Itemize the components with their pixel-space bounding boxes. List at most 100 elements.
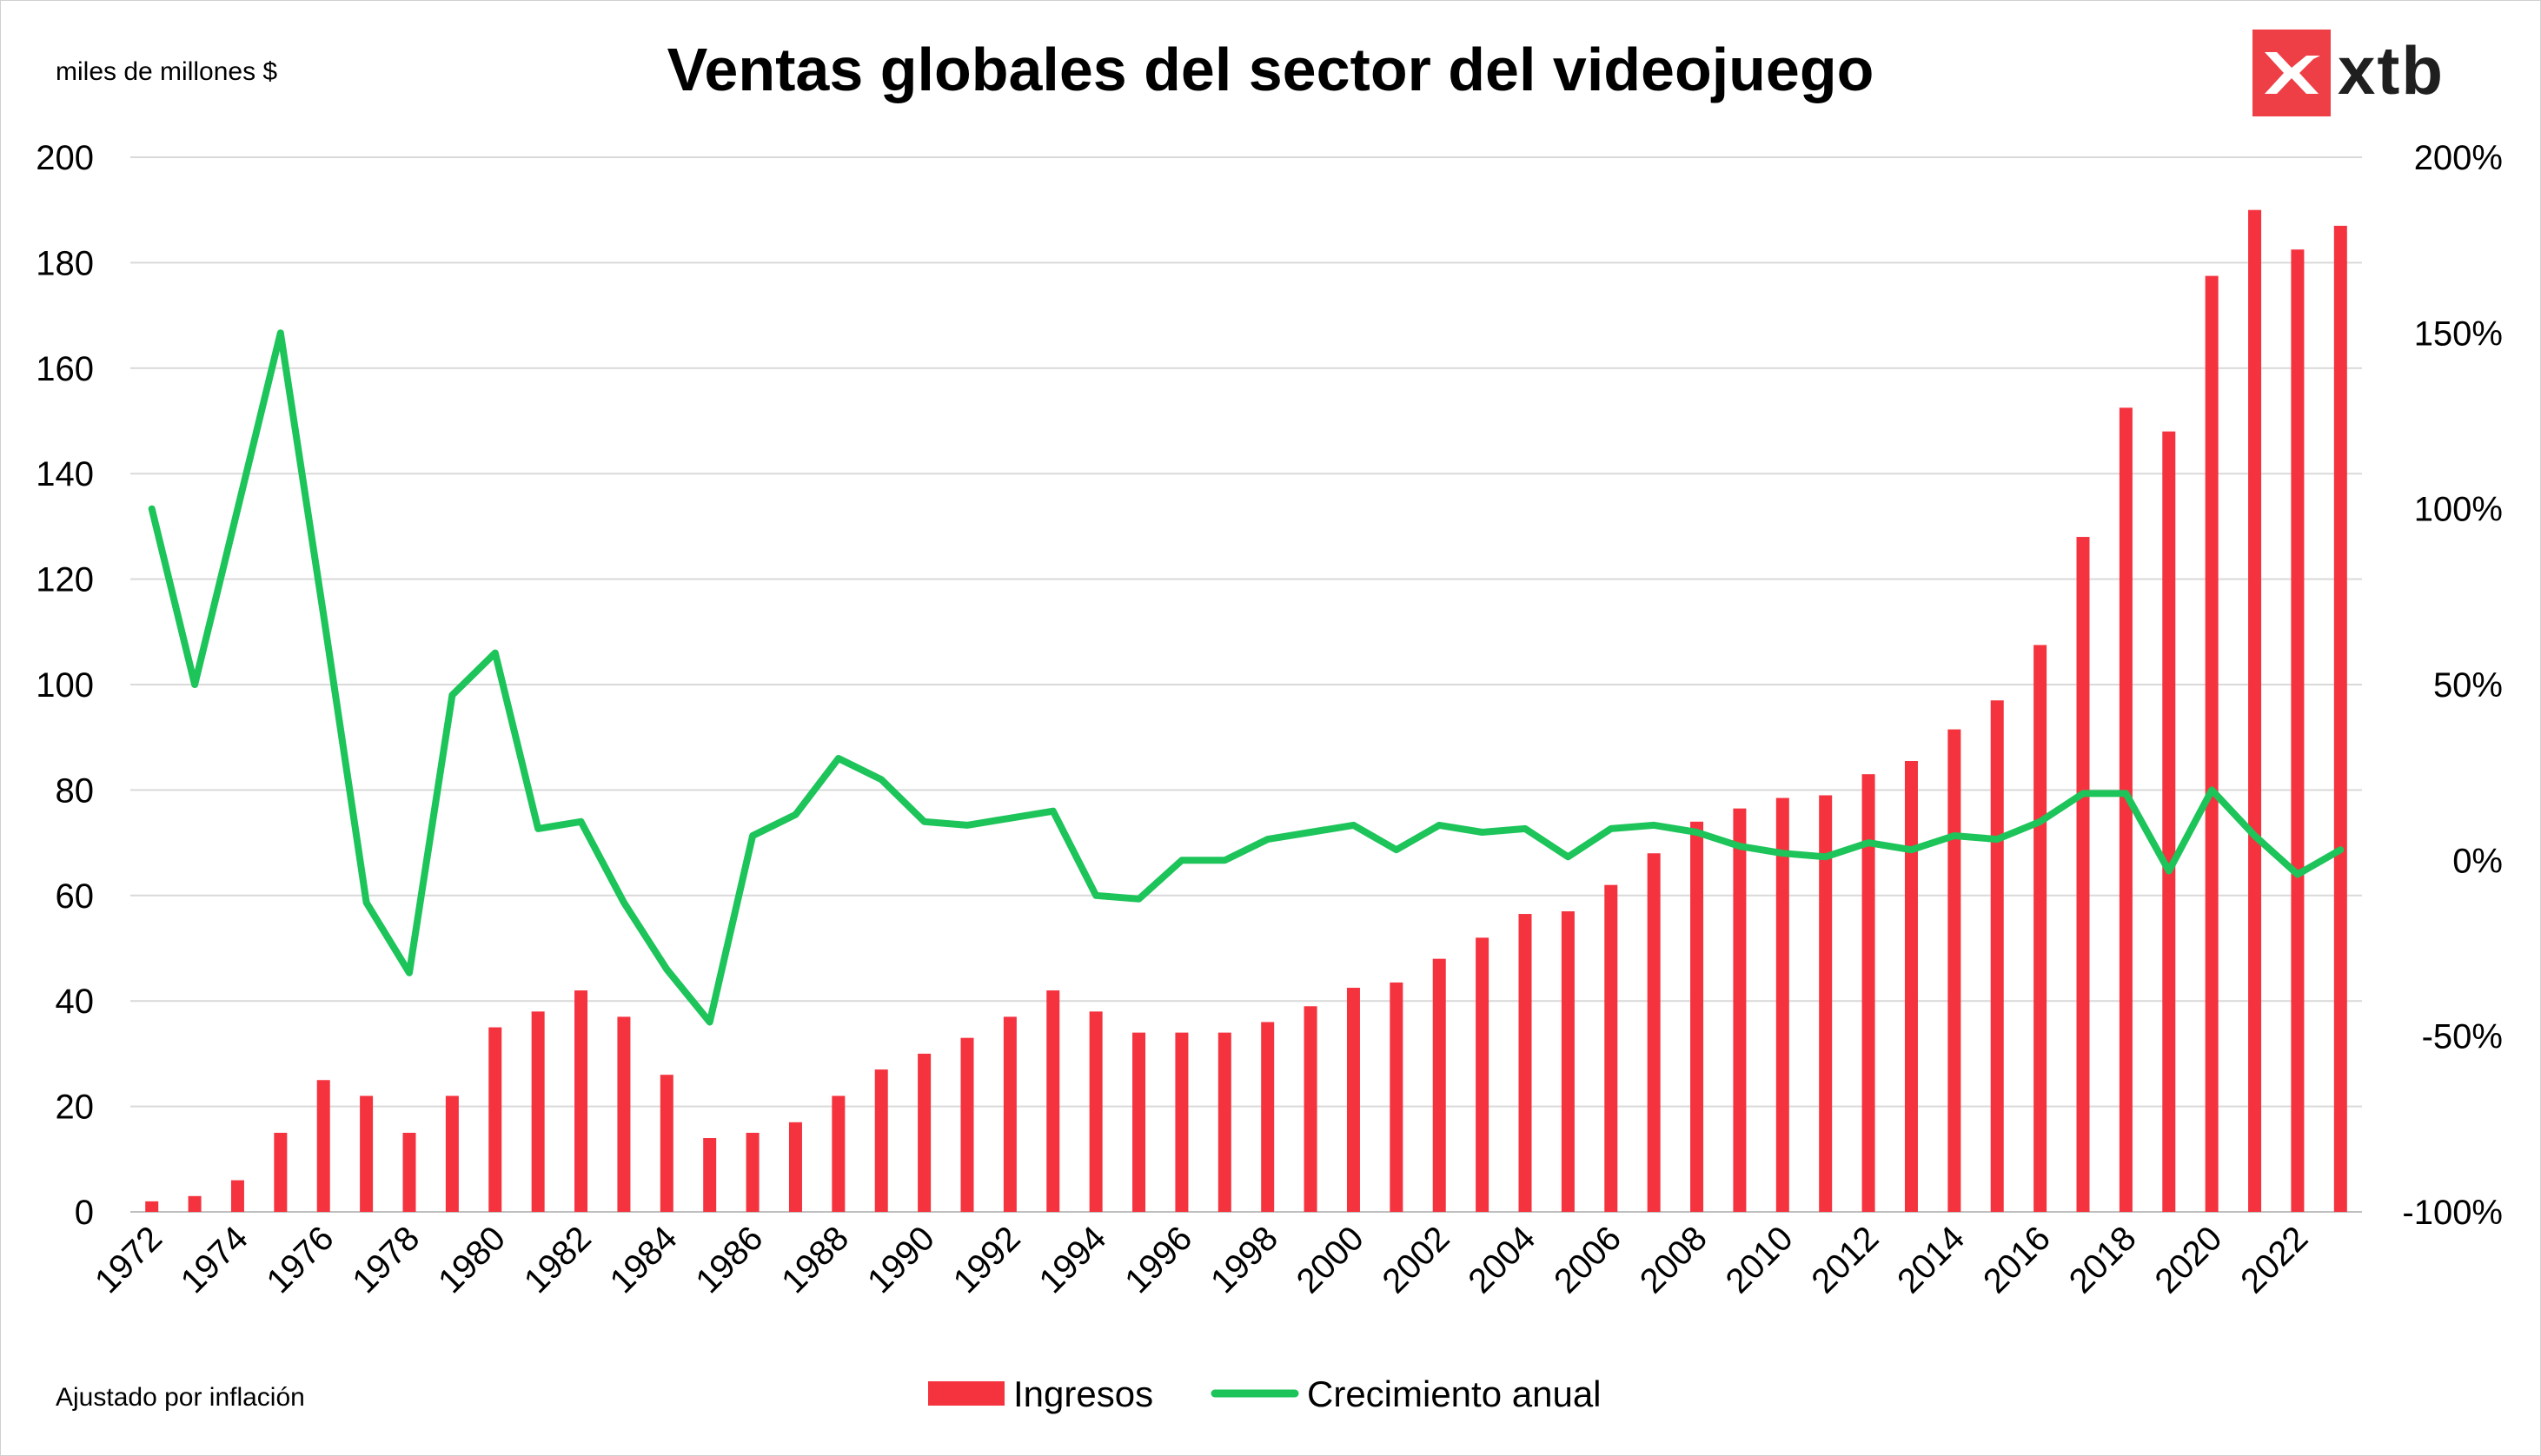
bar <box>1476 937 1489 1212</box>
bar <box>1390 982 1403 1212</box>
x-tick-label: 1990 <box>860 1219 942 1300</box>
left-y-tick-label: 200 <box>36 139 94 177</box>
line-point <box>1224 859 1225 861</box>
right-y-tick-label: -50% <box>2422 1018 2503 1056</box>
left-y-tick-label: 100 <box>36 666 94 705</box>
bar <box>360 1095 374 1212</box>
bar <box>1089 1011 1103 1212</box>
x-tick-label: 1996 <box>1118 1219 1199 1300</box>
x-tick-label: 1976 <box>260 1219 342 1300</box>
x-tick-label: 2016 <box>1976 1219 2058 1300</box>
bar <box>1819 795 1833 1212</box>
bar <box>1647 853 1661 1212</box>
line-point <box>151 508 153 510</box>
x-tick-label: 2022 <box>2233 1219 2315 1300</box>
bar <box>402 1132 416 1212</box>
bar <box>788 1122 802 1212</box>
bar <box>574 990 588 1212</box>
bar <box>531 1011 545 1212</box>
bar <box>1518 914 1532 1212</box>
line-series-crecimiento <box>148 329 2345 1026</box>
x-tick-label: 1978 <box>345 1219 427 1300</box>
bar <box>2291 249 2305 1213</box>
bar <box>1690 821 1704 1212</box>
bar-series-ingresos <box>145 209 2347 1213</box>
bar <box>2076 537 2090 1212</box>
line-point <box>537 828 539 830</box>
bar <box>2162 431 2176 1212</box>
line-point <box>1868 842 1869 844</box>
bar <box>1861 774 1875 1212</box>
x-tick-label: 2004 <box>1461 1219 1543 1300</box>
left-y-tick-label: 160 <box>36 350 94 388</box>
right-y-axis-ticks: -100% -50% 0% 50% 100% 150% 200% <box>2402 139 2503 1232</box>
line-point <box>366 902 368 903</box>
gridlines <box>130 156 2362 1213</box>
bar <box>230 1180 244 1212</box>
left-y-tick-label: 40 <box>56 983 95 1021</box>
line-point <box>1267 838 1269 840</box>
right-y-tick-label: 0% <box>2452 842 2503 880</box>
left-y-tick-label: 60 <box>56 877 95 916</box>
line-point <box>1739 845 1741 847</box>
x-tick-label: 1994 <box>1032 1219 1113 1300</box>
logo-text: xtb <box>2338 32 2445 109</box>
bar <box>874 1069 888 1212</box>
bar <box>1217 1032 1231 1212</box>
legend-label-crecimiento: Crecimiento anual <box>1307 1373 1602 1414</box>
line-point <box>2297 874 2299 876</box>
line-point <box>2082 792 2084 794</box>
bar <box>1175 1032 1189 1212</box>
line-point <box>2168 870 2170 871</box>
growth-line <box>148 329 2345 1026</box>
line-point <box>1438 824 1440 826</box>
bar <box>1046 990 1060 1212</box>
line-point <box>1524 828 1526 830</box>
line-point <box>1653 824 1655 826</box>
bar <box>918 1053 932 1212</box>
bar <box>1733 808 1747 1212</box>
left-y-tick-label: 0 <box>75 1194 94 1232</box>
bar <box>2033 645 2047 1212</box>
bar <box>660 1075 673 1212</box>
bar <box>145 1201 159 1212</box>
legend-swatch-ingresos <box>928 1381 1005 1406</box>
bar <box>1604 884 1618 1212</box>
bar <box>488 1027 502 1212</box>
line-point <box>1610 828 1612 830</box>
bar <box>703 1138 717 1212</box>
x-tick-label: 2000 <box>1290 1219 1371 1300</box>
line-point <box>1310 831 1311 833</box>
x-tick-label: 2010 <box>1719 1219 1801 1300</box>
x-tick-label: 1980 <box>431 1219 513 1300</box>
x-tick-label: 1974 <box>174 1219 255 1300</box>
bar <box>1432 958 1446 1212</box>
line-point <box>709 1021 711 1023</box>
bar <box>1561 911 1575 1212</box>
chart-title: Ventas globales del sector del videojueg… <box>667 36 1874 103</box>
left-y-tick-label: 80 <box>56 771 95 810</box>
x-tick-label: 1972 <box>88 1219 169 1300</box>
bar <box>2248 209 2262 1213</box>
left-y-tick-label: 180 <box>36 244 94 282</box>
bar <box>1990 700 2004 1212</box>
x-tick-label: 2020 <box>2147 1219 2229 1300</box>
line-point <box>1696 831 1698 833</box>
line-point <box>1482 831 1483 833</box>
bar <box>445 1095 459 1212</box>
bar <box>617 1016 631 1212</box>
footnote: Ajustado por inflación <box>56 1383 305 1412</box>
logo-mark-icon <box>2252 30 2331 116</box>
bar <box>316 1080 330 1212</box>
bar <box>274 1132 288 1212</box>
x-tick-label: 2002 <box>1376 1219 1457 1300</box>
line-point <box>2254 835 2256 837</box>
bar <box>1346 988 1360 1212</box>
line-point <box>1095 895 1097 897</box>
right-y-tick-label: -100% <box>2402 1194 2503 1232</box>
bar <box>1304 1006 1317 1212</box>
left-y-tick-label: 140 <box>36 455 94 493</box>
right-y-tick-label: 200% <box>2414 139 2503 177</box>
x-tick-label: 1998 <box>1204 1219 1285 1300</box>
x-tick-label: 1992 <box>946 1219 1028 1300</box>
